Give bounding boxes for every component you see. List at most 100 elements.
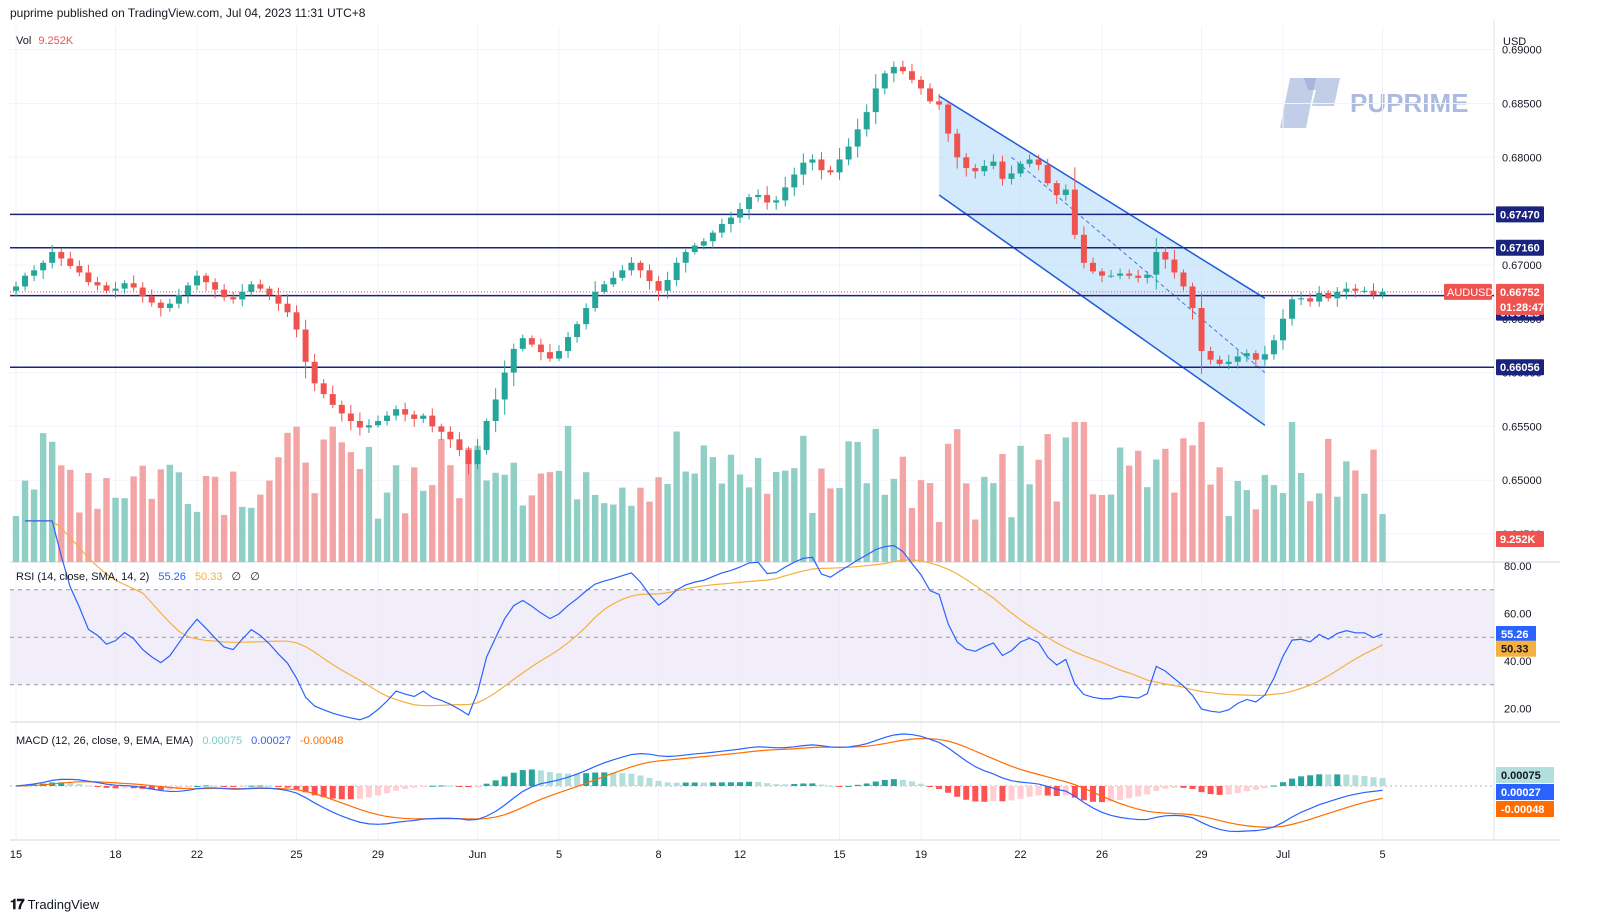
volume-bar xyxy=(329,426,336,562)
candle-body xyxy=(1144,274,1151,278)
candle-body xyxy=(927,88,934,102)
volume-bar xyxy=(67,469,74,562)
volume-bar xyxy=(1162,448,1169,562)
rsi-pane[interactable]: 80.00 60.00 40.00 20.00 55.26 50.33 xyxy=(10,520,1536,721)
volume-bar xyxy=(836,487,843,562)
volume-bar xyxy=(76,512,83,562)
candle-body xyxy=(1162,252,1169,260)
volume-bar xyxy=(791,468,798,562)
macd-hist-bar xyxy=(1379,777,1386,786)
volume-bar xyxy=(1370,449,1377,562)
candle-body xyxy=(1053,183,1060,195)
time-tick-label: 15 xyxy=(10,849,22,861)
volume-bar xyxy=(30,489,38,562)
candle-body xyxy=(1361,290,1368,292)
candle-body xyxy=(1234,356,1241,362)
macd-hist-bar xyxy=(184,786,191,788)
volume-bar xyxy=(130,476,137,562)
volume-bar xyxy=(112,497,119,562)
candle-body xyxy=(94,282,101,286)
volume-bar xyxy=(619,487,626,562)
macd-signal-tag-bg xyxy=(1496,801,1554,817)
volume-bar xyxy=(800,435,807,562)
candle-body xyxy=(483,421,490,451)
candle-body xyxy=(1261,354,1268,360)
candle-body xyxy=(1307,298,1314,302)
macd-hist-bar xyxy=(574,773,581,786)
volume-bar xyxy=(917,480,925,562)
macd-hist-bar xyxy=(447,785,454,787)
price-pane[interactable]: 0.690000.685000.680000.675000.670000.665… xyxy=(10,45,1544,562)
volume-bar xyxy=(754,458,762,562)
candle-body xyxy=(148,296,155,303)
candle-body xyxy=(338,404,345,414)
candle-body xyxy=(203,275,210,283)
macd-hist-bar xyxy=(1234,786,1241,794)
volume-bar xyxy=(284,432,291,562)
rsi-lines xyxy=(25,520,1383,721)
price-tick-label: 0.68000 xyxy=(1502,152,1542,164)
macd-hist-bar xyxy=(646,777,653,786)
volume-bar xyxy=(483,480,490,562)
time-axis[interactable]: 15 18 22 25 29 Jun 5 8 12 15 19 22 26 29 Jul 5 xyxy=(10,849,1386,861)
candle-body xyxy=(1298,298,1305,300)
volume-bar xyxy=(347,452,355,562)
level-tag: 0.67160 xyxy=(1500,243,1540,255)
macd-hist-bar xyxy=(1261,786,1268,789)
candle-body xyxy=(1099,271,1105,276)
volume-bar xyxy=(275,457,282,562)
volume-bar xyxy=(872,428,879,562)
candle-body xyxy=(411,414,418,419)
horizontal-levels[interactable] xyxy=(10,213,1494,368)
volume-bar xyxy=(592,494,599,562)
volume-bar xyxy=(1261,474,1269,562)
symbol-tag-bg xyxy=(1444,283,1492,300)
macd-hist-bar xyxy=(203,785,210,787)
candle-body xyxy=(574,324,581,338)
level-tag-bg xyxy=(1496,359,1544,376)
macd-hist-bar xyxy=(212,785,219,787)
volume-bar xyxy=(908,507,916,562)
candle-body xyxy=(863,112,870,130)
tradingview-text: TradingView xyxy=(27,897,100,912)
time-tick-label: 29 xyxy=(372,849,384,861)
candle-body xyxy=(619,270,626,278)
volume-bar xyxy=(682,471,689,562)
volume-bar xyxy=(1153,459,1160,562)
macd-hist-bar xyxy=(221,786,228,787)
level-tag-bg xyxy=(1496,206,1544,223)
descending-channel[interactable] xyxy=(938,95,1266,426)
volume-bar xyxy=(990,483,997,562)
volume-bar xyxy=(972,519,979,562)
macd-hist-bar xyxy=(999,786,1006,802)
candle-body xyxy=(818,159,825,171)
candle-body xyxy=(1225,361,1232,364)
volume-bar xyxy=(1071,422,1079,562)
level-tag-bg xyxy=(1496,239,1544,256)
volume-bar xyxy=(157,469,164,562)
candle-body xyxy=(1379,291,1386,296)
volume-bar xyxy=(492,472,499,562)
volume-bar xyxy=(655,477,662,562)
macd-hist-bar xyxy=(1008,786,1015,801)
volume-bar xyxy=(94,508,101,562)
macd-hist-bar xyxy=(1207,786,1214,795)
candle-body xyxy=(248,284,255,292)
macd-hist-bar xyxy=(411,786,418,788)
candle-body xyxy=(1343,288,1350,292)
volume-bar xyxy=(555,470,563,562)
volume-bar xyxy=(628,505,635,562)
macd-hist-bar xyxy=(393,786,400,791)
candle-body xyxy=(890,66,897,74)
time-tick-label: Jun xyxy=(469,849,487,861)
volume-legend: Vol 9.252K xyxy=(16,35,74,47)
time-tick-label: 5 xyxy=(556,849,562,861)
macd-value-tag: 0.00027 xyxy=(1501,787,1541,799)
volume-bar xyxy=(220,514,228,562)
macd-hist-bar xyxy=(881,779,888,786)
volume-bar xyxy=(773,471,780,562)
macd-pane[interactable]: 0.00075 0.00027 -0.00048 xyxy=(10,733,1554,833)
macd-hist-bar xyxy=(664,782,671,786)
macd-signal-tag: -0.00048 xyxy=(1501,804,1544,816)
